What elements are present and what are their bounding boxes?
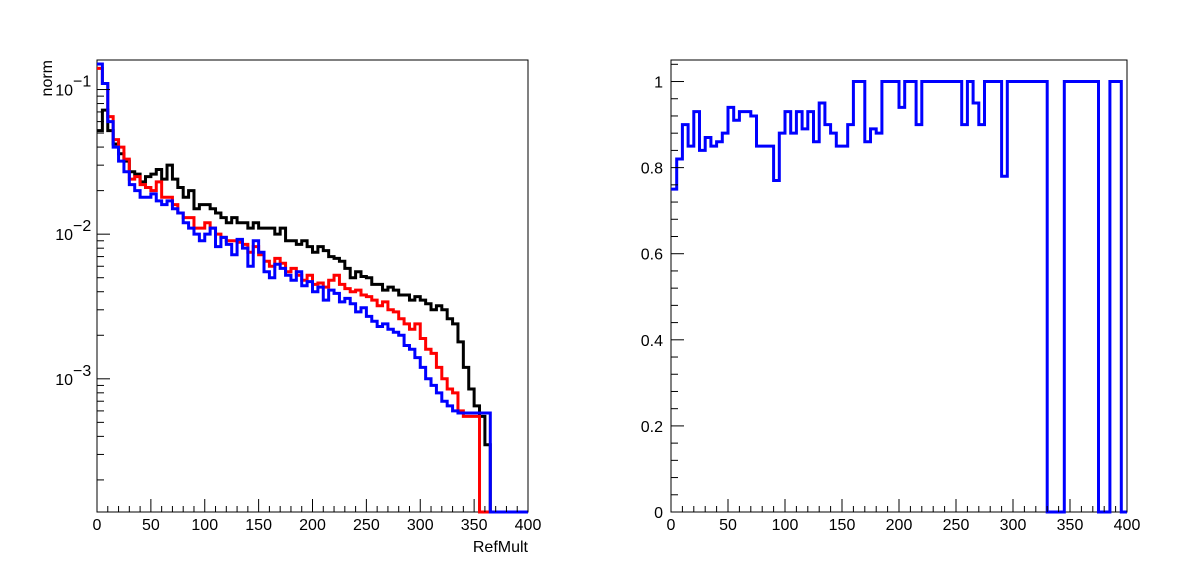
y-tick-exponent: −3 — [73, 363, 91, 380]
left-x-axis-title: RefMult — [473, 539, 529, 556]
y-tick-label: 0 — [654, 505, 663, 522]
right-x-axis: 0 50 100 150 200 250 300 350 400 — [667, 499, 1141, 534]
x-tick-label: 400 — [1114, 517, 1141, 534]
histogram-series-2 — [97, 66, 528, 514]
x-tick-label: 200 — [886, 517, 913, 534]
panel-left-histogram: 0 50 100 150 200 250 300 350 400 10−110−210−3 Re… — [39, 59, 542, 556]
x-tick-label: 350 — [461, 517, 488, 534]
y-tick-label: 0.2 — [641, 419, 663, 436]
x-tick-label: 300 — [1000, 517, 1027, 534]
y-tick-label: 0.6 — [641, 247, 663, 264]
x-tick-label: 50 — [142, 517, 160, 534]
x-tick-label: 100 — [772, 517, 799, 534]
y-tick-exponent: −2 — [73, 218, 91, 235]
y-tick-exponent: −1 — [73, 74, 91, 91]
y-tick-label: 10 — [55, 227, 73, 244]
left-y-axis: 10−110−210−3 — [55, 74, 110, 481]
panel-right-ratio: 0 50 100 150 200 250 300 350 400 0 0.2 0.4 0.6 0.8 1 — [641, 59, 1141, 534]
x-tick-label: 100 — [191, 517, 218, 534]
x-tick-label: 150 — [245, 517, 272, 534]
x-tick-label: 350 — [1057, 517, 1084, 534]
x-tick-label: 0 — [93, 517, 102, 534]
y-tick-label: 0.8 — [641, 161, 663, 178]
x-tick-label: 150 — [829, 517, 856, 534]
x-tick-label: 250 — [353, 517, 380, 534]
left-x-axis: 0 50 100 150 200 250 300 350 400 — [93, 499, 542, 534]
x-tick-label: 0 — [667, 517, 676, 534]
left-y-axis-title: norm — [39, 60, 56, 96]
histogram-series-1 — [97, 108, 528, 514]
x-tick-label: 400 — [515, 517, 542, 534]
y-tick-label: 1 — [654, 75, 663, 92]
x-tick-label: 200 — [299, 517, 326, 534]
right-y-axis: 0 0.2 0.4 0.6 0.8 1 — [641, 63, 684, 522]
left-series-group — [97, 62, 528, 514]
y-tick-label: 10 — [55, 372, 73, 389]
x-tick-label: 50 — [719, 517, 737, 534]
histogram-series-3 — [97, 62, 528, 514]
histogram-series-1 — [671, 80, 1127, 514]
x-tick-label: 250 — [943, 517, 970, 534]
y-tick-label: 0.4 — [641, 333, 663, 350]
right-series-group — [671, 80, 1127, 514]
y-tick-label: 10 — [55, 83, 73, 100]
x-tick-label: 300 — [407, 517, 434, 534]
